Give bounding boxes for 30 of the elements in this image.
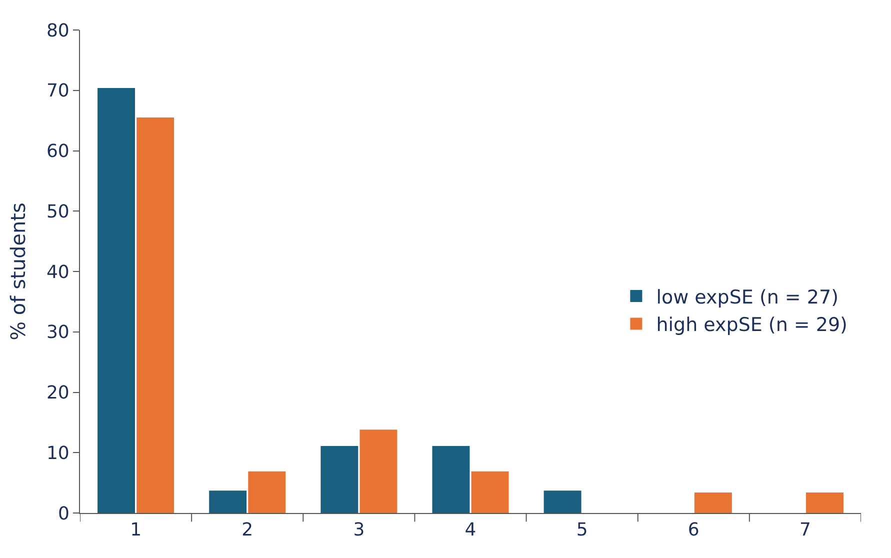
bar	[98, 88, 135, 513]
x-tick-label: 3	[353, 520, 365, 541]
bar	[471, 471, 509, 513]
x-tick-label: 1	[130, 520, 142, 541]
x-tick-label: 7	[799, 520, 811, 541]
y-tick-label: 60	[46, 141, 70, 162]
x-tick-label: 5	[576, 520, 588, 541]
y-tick-label: 70	[46, 80, 70, 102]
x-tick-label: 2	[242, 520, 254, 541]
bar	[806, 492, 844, 513]
bar	[544, 490, 582, 513]
bar	[209, 490, 247, 513]
x-tick-label: 4	[464, 520, 476, 541]
legend-label: high expSE (n = 29)	[656, 314, 848, 336]
y-tick-label: 50	[46, 201, 70, 222]
bar	[248, 471, 286, 513]
y-tick-label: 20	[46, 382, 70, 404]
legend-label: low expSE (n = 27)	[656, 286, 838, 308]
bar	[136, 118, 174, 513]
y-tick-label: 40	[46, 262, 70, 283]
bar	[694, 492, 732, 513]
y-tick-label: 0	[58, 503, 70, 524]
y-tick-label: 80	[46, 20, 70, 42]
y-tick-label: 10	[46, 442, 70, 464]
y-axis-title: % of students	[6, 202, 30, 340]
y-tick-label: 30	[46, 322, 70, 344]
bar	[320, 446, 358, 513]
bar	[360, 430, 398, 513]
x-tick-label: 6	[688, 520, 700, 541]
bar	[432, 446, 470, 513]
